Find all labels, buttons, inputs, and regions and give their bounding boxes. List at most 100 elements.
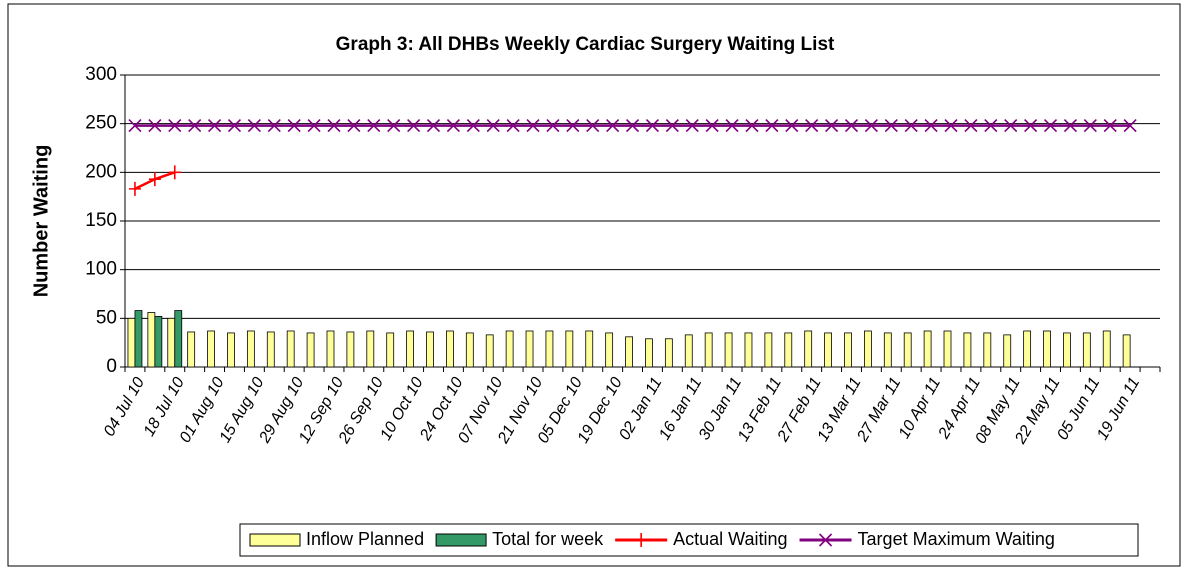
marker — [825, 119, 839, 133]
marker — [168, 165, 181, 180]
marker — [247, 119, 261, 133]
marker — [818, 533, 833, 547]
y-tick-label: 200 — [85, 161, 117, 182]
marker — [148, 172, 161, 187]
marker — [1063, 119, 1077, 133]
bar — [167, 317, 176, 368]
marker — [1123, 119, 1137, 133]
bar — [306, 332, 315, 368]
legend-swatch — [435, 533, 487, 547]
bar — [943, 330, 952, 368]
legend-label: Total for week — [492, 529, 604, 549]
bar — [565, 330, 574, 368]
bar — [505, 330, 514, 368]
marker — [387, 119, 401, 133]
marker — [944, 119, 958, 133]
marker — [1043, 119, 1058, 133]
marker — [287, 119, 301, 133]
marker — [506, 119, 520, 133]
chart-border — [7, 3, 1181, 567]
bar — [784, 332, 793, 368]
bar — [406, 330, 415, 368]
bar — [286, 330, 295, 368]
bar — [346, 331, 355, 368]
marker — [208, 119, 222, 133]
bar — [744, 332, 753, 368]
bar — [923, 330, 932, 368]
marker — [307, 119, 321, 133]
bar — [625, 336, 633, 368]
bar — [903, 332, 912, 368]
legend-box — [239, 523, 1139, 557]
bar — [724, 332, 733, 368]
marker — [625, 119, 640, 133]
chart-title: Graph 3: All DHBs Weekly Cardiac Surgery… — [336, 34, 835, 55]
marker — [765, 119, 779, 133]
marker — [904, 119, 918, 133]
marker — [924, 119, 938, 133]
y-tick-label: 250 — [85, 113, 117, 134]
bar — [883, 332, 892, 368]
bar — [485, 334, 494, 368]
bar — [426, 331, 434, 368]
bar — [246, 330, 255, 368]
bar — [684, 334, 693, 368]
bar — [366, 330, 375, 368]
bar — [1023, 330, 1032, 368]
bar — [127, 317, 136, 368]
bar — [525, 330, 534, 368]
marker — [1024, 119, 1038, 133]
marker — [884, 119, 898, 133]
bar — [645, 338, 653, 368]
bar — [983, 332, 992, 368]
marker — [705, 119, 719, 133]
marker — [128, 119, 142, 133]
marker — [805, 119, 819, 133]
legend-label: Inflow Planned — [306, 529, 424, 549]
bar — [1082, 332, 1091, 368]
marker — [188, 119, 202, 133]
y-tick-label: 50 — [96, 307, 117, 328]
bar — [704, 332, 713, 368]
bar — [227, 332, 235, 368]
marker — [526, 119, 540, 133]
bar — [824, 332, 832, 368]
bar — [844, 332, 852, 368]
marker — [645, 119, 660, 133]
bar — [465, 332, 474, 368]
bar — [605, 332, 614, 368]
marker — [566, 119, 580, 133]
marker — [347, 119, 361, 133]
marker — [785, 119, 799, 133]
bar — [154, 315, 163, 368]
marker — [168, 119, 182, 133]
marker — [486, 119, 500, 133]
bar — [147, 312, 156, 368]
marker — [466, 119, 480, 133]
y-tick-label: 300 — [85, 64, 117, 85]
marker — [1083, 119, 1097, 133]
bar — [174, 310, 183, 368]
bar — [764, 332, 773, 368]
marker — [267, 119, 281, 133]
legend-swatch — [249, 533, 301, 547]
marker — [128, 181, 141, 196]
marker — [407, 119, 421, 133]
marker — [1004, 119, 1018, 133]
marker — [546, 119, 560, 133]
bar — [187, 331, 196, 368]
bar — [1043, 330, 1051, 368]
marker — [227, 119, 242, 133]
marker — [606, 119, 620, 133]
y-axis-label: Number Waiting — [30, 145, 52, 298]
marker — [864, 119, 878, 133]
marker — [446, 119, 460, 133]
y-tick-label: 150 — [85, 210, 117, 231]
bar — [266, 331, 275, 368]
marker — [367, 119, 381, 133]
marker — [725, 119, 739, 133]
bar — [863, 330, 872, 368]
marker — [665, 119, 679, 133]
legend-label: Target Maximum Waiting — [858, 529, 1055, 549]
marker — [685, 119, 699, 133]
